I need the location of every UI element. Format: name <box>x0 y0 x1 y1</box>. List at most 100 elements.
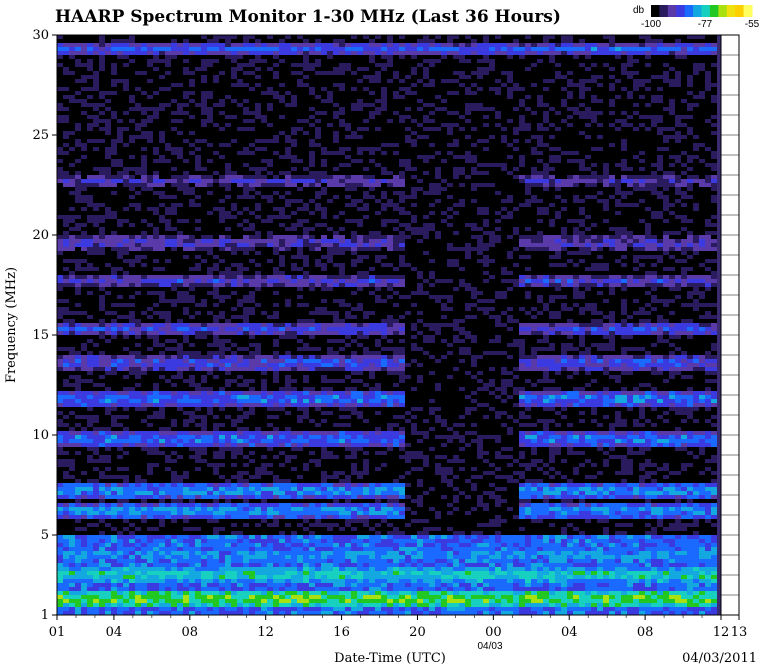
heatmap-cell <box>603 79 609 83</box>
heatmap-cell <box>63 99 69 103</box>
heatmap-cell <box>531 59 537 63</box>
heatmap-cell <box>465 167 471 171</box>
heatmap-cell <box>435 139 441 143</box>
heatmap-cell <box>93 119 99 123</box>
heatmap-cell <box>423 131 429 135</box>
heatmap-cell <box>639 39 645 43</box>
heatmap-cell <box>201 139 207 143</box>
heatmap-cell <box>471 211 477 215</box>
heatmap-cell <box>93 159 99 163</box>
heatmap-cell <box>69 207 75 211</box>
heatmap-cell <box>69 107 75 111</box>
heatmap-cell <box>639 71 645 75</box>
heatmap-cell <box>81 207 87 211</box>
heatmap-cell <box>579 163 585 167</box>
heatmap-cell <box>339 147 345 151</box>
heatmap-cell <box>369 163 375 167</box>
heatmap-cell <box>411 199 417 203</box>
heatmap-cell <box>597 163 603 167</box>
heatmap-cell <box>651 103 657 107</box>
heatmap-cell <box>471 155 477 159</box>
heatmap-cell <box>369 75 375 79</box>
heatmap-cell <box>609 159 615 163</box>
heatmap-cell <box>291 139 297 143</box>
heatmap-cell <box>585 175 591 179</box>
heatmap-cell <box>231 99 237 103</box>
heatmap-cell <box>273 103 279 107</box>
heatmap-cell <box>579 87 585 91</box>
heatmap-cell <box>237 43 243 47</box>
heatmap-cell <box>381 35 387 39</box>
heatmap-cell <box>549 63 555 67</box>
heatmap-cell <box>645 95 651 99</box>
heatmap-cell <box>687 71 693 75</box>
heatmap-cell <box>237 159 243 163</box>
heatmap-cell <box>171 207 177 211</box>
heatmap-cell <box>471 143 477 147</box>
heatmap-cell <box>447 163 453 167</box>
heatmap-cell <box>585 51 591 55</box>
heatmap-cell <box>345 75 351 79</box>
heatmap-cell <box>297 123 303 127</box>
colorbar-swatch <box>743 5 753 17</box>
heatmap-cell <box>549 107 555 111</box>
heatmap-cell <box>417 159 423 163</box>
heatmap-cell <box>291 51 297 55</box>
heatmap-cell <box>591 39 597 43</box>
heatmap-cell <box>555 139 561 143</box>
heatmap-cell <box>135 147 141 151</box>
heatmap-cell <box>411 187 417 191</box>
heatmap-cell <box>387 139 393 143</box>
heatmap-cell <box>117 179 123 183</box>
heatmap-cell <box>171 67 177 71</box>
heatmap-cell <box>531 143 537 147</box>
heatmap-cell <box>459 175 465 179</box>
heatmap-cell <box>273 179 279 183</box>
heatmap-cell <box>447 199 453 203</box>
heatmap-cell <box>465 191 471 195</box>
heatmap-cell <box>603 143 609 147</box>
heatmap-cell <box>345 91 351 95</box>
heatmap-cell <box>207 99 213 103</box>
heatmap-cell <box>585 87 591 91</box>
heatmap-cell <box>123 159 129 163</box>
heatmap-cell <box>309 143 315 147</box>
heatmap-cell <box>441 143 447 147</box>
heatmap-cell <box>189 71 195 75</box>
heatmap-cell <box>459 187 465 191</box>
heatmap-cell <box>639 131 645 135</box>
heatmap-cell <box>411 179 417 183</box>
heatmap-cell <box>519 71 525 75</box>
heatmap-cell <box>609 63 615 67</box>
heatmap-cell <box>111 115 117 119</box>
heatmap-cell <box>417 59 423 63</box>
heatmap-cell <box>651 167 657 171</box>
heatmap-cell <box>357 211 363 215</box>
heatmap-cell <box>297 55 303 59</box>
heatmap-cell <box>249 159 255 163</box>
heatmap-cell <box>117 191 123 195</box>
heatmap-cell <box>537 199 543 203</box>
heatmap-cell <box>321 123 327 127</box>
heatmap-cell <box>645 67 651 71</box>
heatmap-cell <box>321 115 327 119</box>
heatmap-cell <box>483 75 489 79</box>
heatmap-cell <box>573 111 579 115</box>
heatmap-cell <box>75 63 81 67</box>
heatmap-cell <box>621 35 627 39</box>
heatmap-cell <box>483 123 489 127</box>
heatmap-cell <box>375 75 381 79</box>
heatmap-cell <box>285 63 291 67</box>
heatmap-cell <box>129 135 135 139</box>
heatmap-cell <box>483 91 489 95</box>
heatmap-cell <box>555 155 561 159</box>
heatmap-cell <box>669 139 675 143</box>
heatmap-cell <box>387 63 393 67</box>
heatmap-cell <box>441 179 447 183</box>
heatmap-cell <box>453 183 459 187</box>
heatmap-cell <box>687 131 693 135</box>
heatmap-cell <box>519 171 525 175</box>
heatmap-cell <box>513 175 519 179</box>
heatmap-cell <box>627 187 633 191</box>
heatmap-cell <box>417 171 423 175</box>
